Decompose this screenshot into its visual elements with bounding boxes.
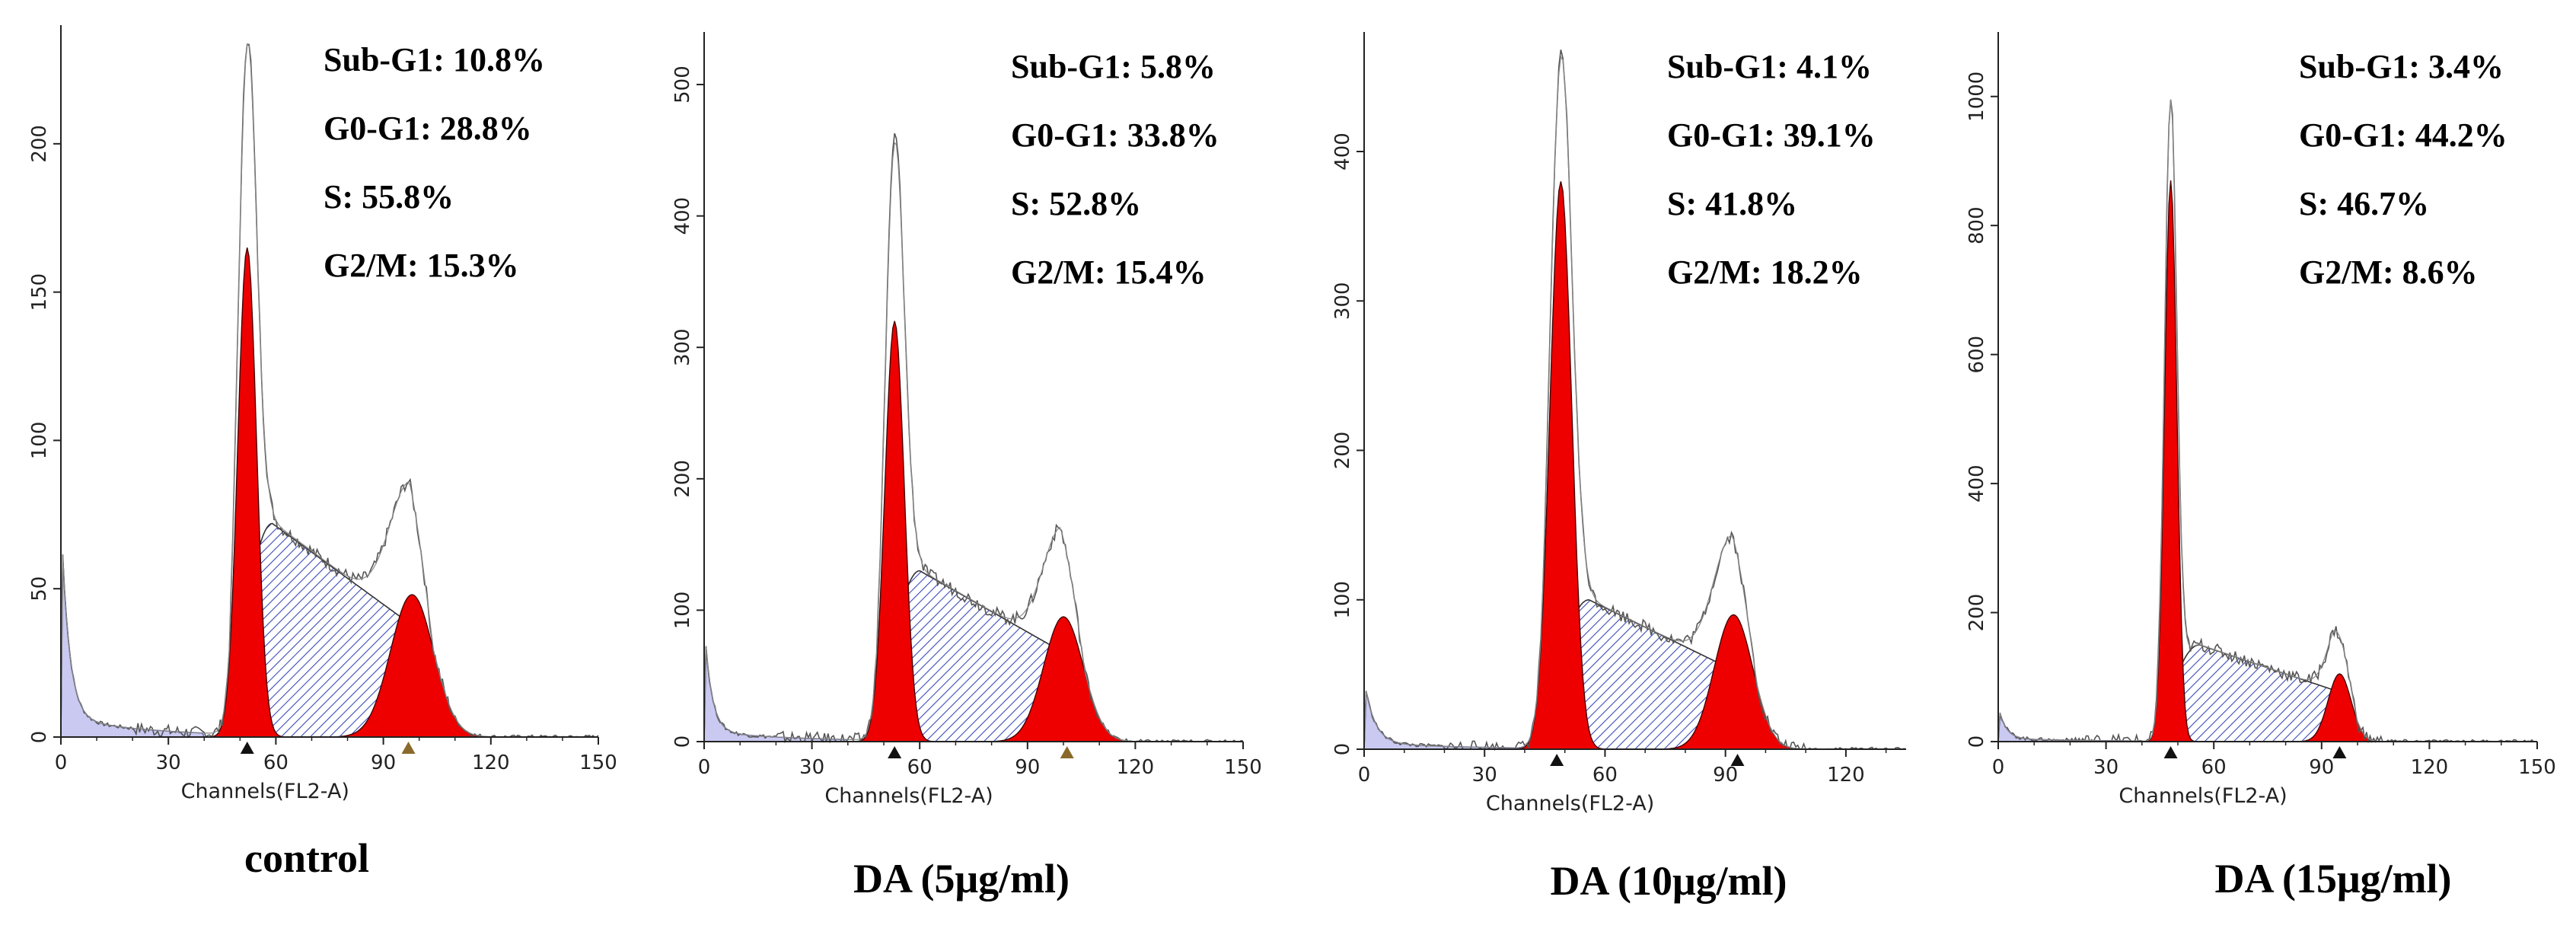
x-tick-label: 90 <box>1015 756 1040 779</box>
x-tick-label: 60 <box>263 752 289 774</box>
gate-marker <box>401 742 416 754</box>
x-tick-label: 0 <box>55 752 68 774</box>
phase-stat-label: G0-G1: 28.8% <box>324 110 532 147</box>
s-phase-area <box>61 522 598 738</box>
gate-marker <box>240 742 254 754</box>
x-tick-label: 60 <box>907 756 933 779</box>
x-tick-label: 0 <box>698 756 711 779</box>
x-tick-label: 120 <box>1117 756 1155 779</box>
gate-marker <box>2332 746 2347 758</box>
phase-stat-label: G0-G1: 44.2% <box>2299 116 2507 154</box>
phase-stat-label: G0-G1: 39.1% <box>1667 116 1876 154</box>
phase-stat-label: S: 55.8% <box>324 178 454 215</box>
histogram-panel-1: 0 30 60 90 120 150 0 50 100 150 200 Channels(FL2-A)… <box>28 25 617 881</box>
y-tick-label: 0 <box>28 731 51 744</box>
phase-stat-label: G2/M: 18.2% <box>1667 254 1863 291</box>
x-axis-label: Channels(FL2-A) <box>1486 792 1654 815</box>
phase-stat-label: S: 41.8% <box>1667 185 1797 222</box>
x-tick-label: 90 <box>2309 756 2334 779</box>
y-tick-label: 200 <box>671 460 694 498</box>
y-tick-label: 100 <box>671 592 694 630</box>
x-tick-label: 120 <box>2411 756 2449 779</box>
y-tick-label: 400 <box>1965 464 1988 503</box>
gate-marker <box>2163 746 2178 758</box>
x-tick-label: 0 <box>1992 756 2005 779</box>
x-tick-label: 120 <box>472 752 510 774</box>
phase-stat-label: Sub-G1: 4.1% <box>1667 48 1872 85</box>
y-tick-label: 400 <box>1331 132 1354 171</box>
y-tick-label: 200 <box>1965 594 1988 632</box>
y-tick-label: 50 <box>28 576 51 602</box>
phase-stat-label: Sub-G1: 5.8% <box>1011 48 1216 85</box>
x-axis-label: Channels(FL2-A) <box>181 780 349 803</box>
phase-stat-label: Sub-G1: 3.4% <box>2299 48 2504 85</box>
x-tick-label: 30 <box>799 756 824 779</box>
gate-marker <box>888 746 902 758</box>
histogram-panel-2: 0 30 60 90 120 150 0 100 200 300 400 500 Channels(FL… <box>671 32 1262 901</box>
y-tick-label: 100 <box>28 422 51 460</box>
x-tick-label: 150 <box>579 752 617 774</box>
x-tick-label: 30 <box>1472 764 1497 787</box>
phase-stat-label: G2/M: 15.3% <box>324 247 519 284</box>
phase-stat-label: Sub-G1: 10.8% <box>324 41 545 78</box>
condition-label: DA (10μg/ml) <box>1550 858 1787 904</box>
x-tick-label: 120 <box>1827 764 1865 787</box>
phase-stat-label: S: 52.8% <box>1011 185 1141 222</box>
x-tick-label: 60 <box>1592 764 1618 787</box>
y-tick-label: 400 <box>671 197 694 235</box>
y-tick-label: 200 <box>28 125 51 163</box>
y-tick-label: 500 <box>671 65 694 104</box>
model-fit-outline <box>1997 99 2537 742</box>
x-tick-label: 60 <box>2201 756 2227 779</box>
gate-marker <box>1730 754 1745 766</box>
y-tick-label: 0 <box>1331 743 1354 756</box>
y-tick-label: 150 <box>28 273 51 311</box>
x-tick-label: 0 <box>1358 764 1371 787</box>
gate-marker <box>1550 754 1564 766</box>
y-tick-label: 300 <box>671 328 694 366</box>
s-phase-area <box>1998 644 2537 742</box>
s-phase-area <box>704 570 1243 742</box>
x-tick-label: 30 <box>156 752 181 774</box>
y-tick-label: 0 <box>1965 736 1988 748</box>
histogram-panel-3: 0 30 60 90 120 0 100 200 300 400 Channels(FL2-A) Su… <box>1331 32 1907 904</box>
y-tick-label: 600 <box>1965 336 1988 374</box>
condition-label: control <box>244 835 369 881</box>
gate-marker <box>1060 746 1074 758</box>
x-tick-label: 30 <box>2093 756 2119 779</box>
y-tick-label: 300 <box>1331 282 1354 320</box>
x-axis-label: Channels(FL2-A) <box>824 784 993 808</box>
phase-stat-label: G0-G1: 33.8% <box>1011 116 1219 154</box>
y-tick-label: 1000 <box>1965 72 1988 122</box>
x-tick-label: 150 <box>1224 756 1262 779</box>
y-tick-label: 200 <box>1331 432 1354 470</box>
phase-stat-label: G2/M: 15.4% <box>1011 254 1207 291</box>
x-tick-label: 90 <box>371 752 396 774</box>
raw-histogram-outline <box>1997 99 2537 744</box>
condition-label: DA (15μg/ml) <box>2214 856 2451 901</box>
phase-stat-label: S: 46.7% <box>2299 185 2429 222</box>
y-tick-label: 100 <box>1331 581 1354 619</box>
x-axis-label: Channels(FL2-A) <box>2119 784 2287 808</box>
histogram-panel-4: 0 30 60 90 120 150 0 200 400 600 800 1000 Channels(F… <box>1965 32 2556 901</box>
condition-label: DA (5μg/ml) <box>853 856 1070 901</box>
y-tick-label: 0 <box>671 736 694 748</box>
phase-stat-label: G2/M: 8.6% <box>2299 254 2478 291</box>
x-tick-label: 150 <box>2518 756 2556 779</box>
y-tick-label: 800 <box>1965 206 1988 244</box>
x-tick-label: 90 <box>1713 764 1738 787</box>
